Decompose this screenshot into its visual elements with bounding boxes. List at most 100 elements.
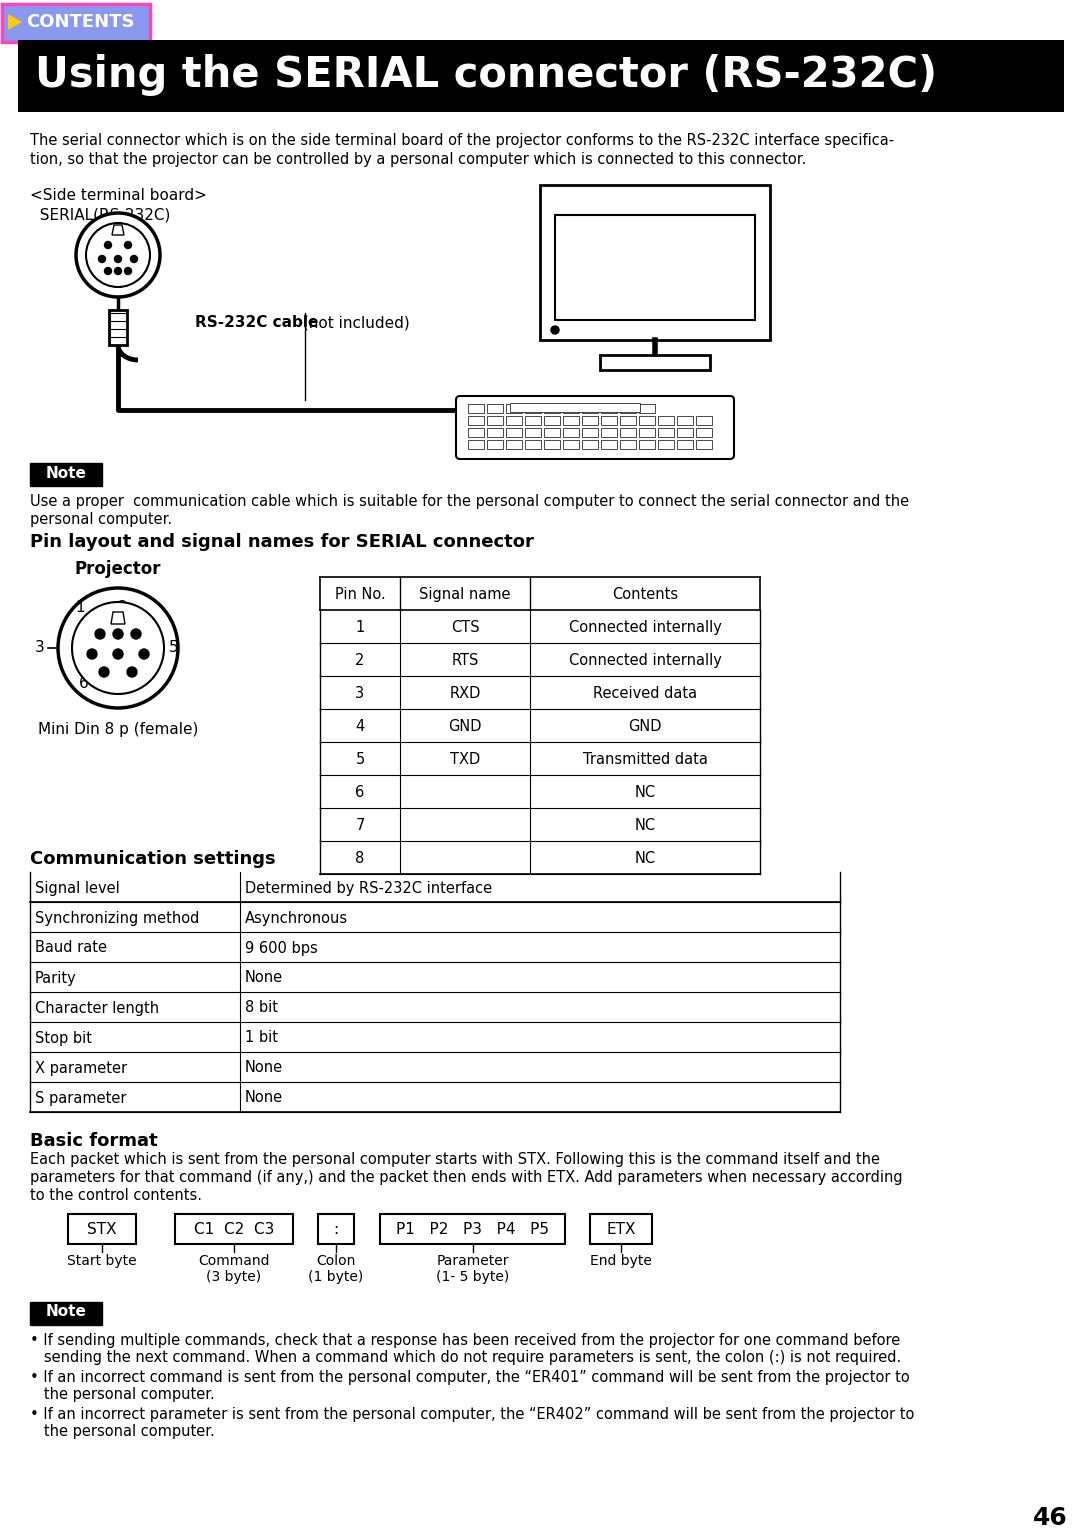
Bar (677, 428, 693, 437)
Text: Pin No.: Pin No. (335, 587, 386, 602)
Bar (468, 416, 484, 425)
Bar (468, 428, 484, 437)
Text: NC: NC (634, 851, 656, 866)
Bar (507, 403, 522, 413)
Text: 5: 5 (355, 752, 365, 767)
Bar (525, 416, 541, 425)
Text: Note: Note (45, 1305, 86, 1320)
Circle shape (131, 630, 141, 639)
Bar (544, 428, 561, 437)
Text: None: None (245, 1091, 283, 1105)
Bar (639, 428, 654, 437)
Text: Note: Note (45, 466, 86, 480)
Polygon shape (112, 225, 124, 235)
Bar (582, 428, 598, 437)
Bar (555, 215, 755, 319)
Text: 8 bit: 8 bit (245, 1001, 278, 1016)
Bar (600, 416, 617, 425)
Text: the personal computer.: the personal computer. (30, 1387, 215, 1403)
Circle shape (551, 325, 559, 335)
Bar (620, 440, 636, 449)
Text: Start byte: Start byte (67, 1254, 137, 1268)
Bar (563, 428, 579, 437)
Circle shape (113, 630, 123, 639)
Bar (563, 440, 579, 449)
Text: 46: 46 (1032, 1507, 1067, 1528)
Bar (525, 403, 541, 413)
Bar (525, 428, 541, 437)
Text: TXD: TXD (450, 752, 481, 767)
Text: RXD: RXD (449, 686, 481, 701)
Text: 4: 4 (355, 720, 365, 733)
Text: End byte: End byte (590, 1254, 652, 1268)
Text: tion, so that the projector can be controlled by a personal computer which is co: tion, so that the projector can be contr… (30, 151, 807, 167)
Polygon shape (8, 14, 22, 31)
Bar (582, 403, 598, 413)
Bar (620, 416, 636, 425)
Text: Baud rate: Baud rate (35, 941, 107, 955)
Text: None: None (245, 1060, 283, 1076)
Text: 1: 1 (76, 601, 85, 616)
Bar (18, 40, 1064, 112)
Bar (380, 1215, 565, 1244)
Text: <Side terminal board>: <Side terminal board> (30, 188, 207, 203)
Polygon shape (111, 613, 125, 623)
Bar (468, 440, 484, 449)
Bar (696, 416, 712, 425)
Circle shape (105, 267, 111, 275)
Bar (318, 1215, 354, 1244)
Text: (not included): (not included) (298, 315, 409, 330)
Bar (620, 428, 636, 437)
Text: 7: 7 (355, 817, 365, 833)
Text: • If an incorrect parameter is sent from the personal computer, the “ER402” comm: • If an incorrect parameter is sent from… (30, 1407, 915, 1423)
Text: SERIAL(RS-232C): SERIAL(RS-232C) (30, 206, 171, 222)
Text: • If sending multiple commands, check that a response has been received from the: • If sending multiple commands, check th… (30, 1332, 901, 1348)
Text: Pin layout and signal names for SERIAL connector: Pin layout and signal names for SERIAL c… (30, 533, 534, 552)
Text: Transmitted data: Transmitted data (582, 752, 707, 767)
Text: X parameter: X parameter (35, 1060, 127, 1076)
Text: Projector: Projector (75, 559, 161, 578)
Bar (600, 440, 617, 449)
Circle shape (114, 255, 121, 263)
Text: Use a proper  communication cable which is suitable for the personal computer to: Use a proper communication cable which i… (30, 494, 909, 509)
Text: 6: 6 (355, 785, 365, 801)
Text: RTS: RTS (451, 652, 478, 668)
Bar (175, 1215, 293, 1244)
Bar (600, 403, 617, 413)
Bar (677, 440, 693, 449)
FancyBboxPatch shape (2, 5, 150, 41)
Text: Communication settings: Communication settings (30, 850, 275, 868)
Bar (696, 428, 712, 437)
Text: Using the SERIAL connector (RS-232C): Using the SERIAL connector (RS-232C) (35, 53, 937, 96)
Bar (582, 416, 598, 425)
Bar (544, 403, 561, 413)
Circle shape (124, 241, 132, 249)
Circle shape (87, 649, 97, 659)
Bar (544, 416, 561, 425)
Text: Contents: Contents (612, 587, 678, 602)
Bar (525, 440, 541, 449)
Bar (510, 403, 640, 413)
Text: ETX: ETX (606, 1222, 636, 1238)
Text: CONTENTS: CONTENTS (26, 14, 134, 31)
Text: 3: 3 (355, 686, 365, 701)
Bar (677, 416, 693, 425)
Circle shape (114, 267, 121, 275)
Text: 3: 3 (36, 640, 45, 656)
Circle shape (86, 223, 150, 287)
Text: Character length: Character length (35, 1001, 159, 1016)
Bar (544, 440, 561, 449)
Text: None: None (245, 970, 283, 986)
Text: S parameter: S parameter (35, 1091, 126, 1105)
Circle shape (139, 649, 149, 659)
Text: • If an incorrect command is sent from the personal computer, the “ER401” comman: • If an incorrect command is sent from t… (30, 1371, 909, 1384)
Text: 9 600 bps: 9 600 bps (245, 941, 318, 955)
Text: Command
(3 byte): Command (3 byte) (199, 1254, 270, 1284)
Text: Received data: Received data (593, 686, 697, 701)
Circle shape (99, 668, 109, 677)
Bar (639, 416, 654, 425)
Text: the personal computer.: the personal computer. (30, 1424, 215, 1439)
Bar (639, 403, 654, 413)
Bar (600, 428, 617, 437)
Circle shape (113, 649, 123, 659)
